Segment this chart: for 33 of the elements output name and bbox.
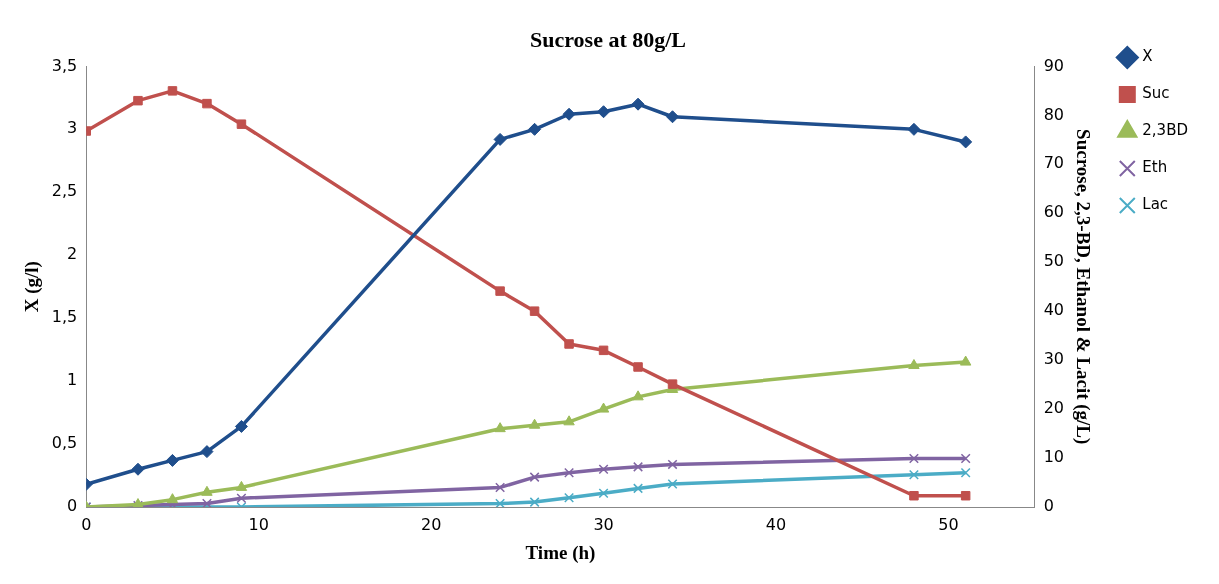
legend-label: Lac xyxy=(1142,195,1169,214)
x-tick-label: 40 xyxy=(765,514,787,534)
y2-tick-label: 70 xyxy=(1043,153,1064,173)
legend-label: Eth xyxy=(1142,158,1168,177)
legend-label: Suc xyxy=(1142,84,1170,103)
x-tick-label: 30 xyxy=(593,514,614,534)
y2-tick-label: 30 xyxy=(1043,349,1064,369)
x-axis-title: Time (h) xyxy=(525,541,596,564)
y-tick-label: 1,5 xyxy=(51,307,78,327)
y2-axis-title: Sucrose, 2,3-BD, Ethanol & Lacit (g/L) xyxy=(1072,129,1095,445)
y-tick-label: 2 xyxy=(67,244,78,264)
x-tick-label: 20 xyxy=(420,514,442,534)
y-tick-label: 2,5 xyxy=(51,181,78,201)
y2-tick-label: 20 xyxy=(1043,398,1064,418)
legend-label: X xyxy=(1142,47,1153,66)
x-tick-label: 50 xyxy=(938,514,959,534)
y-tick-label: 0,5 xyxy=(51,433,78,453)
y2-tick-label: 80 xyxy=(1043,104,1064,124)
legend-label: 2,3BD xyxy=(1142,121,1189,140)
x-tick-label: 0 xyxy=(81,514,92,534)
y-tick-label: 3,5 xyxy=(51,55,78,75)
y2-tick-label: 10 xyxy=(1043,447,1064,467)
y-tick-label: 0 xyxy=(67,496,78,516)
y2-tick-label: 0 xyxy=(1043,496,1054,516)
y2-tick-label: 50 xyxy=(1043,251,1064,271)
y2-tick-label: 40 xyxy=(1043,300,1064,320)
chart-title: Sucrose at 80g/L xyxy=(529,26,687,52)
y-axis-title: X (g/l) xyxy=(21,261,44,313)
y-tick-label: 3 xyxy=(67,118,78,138)
y-tick-label: 1 xyxy=(67,370,78,390)
y2-tick-label: 90 xyxy=(1043,55,1064,75)
x-tick-label: 10 xyxy=(248,514,269,534)
y2-tick-label: 60 xyxy=(1043,202,1064,222)
